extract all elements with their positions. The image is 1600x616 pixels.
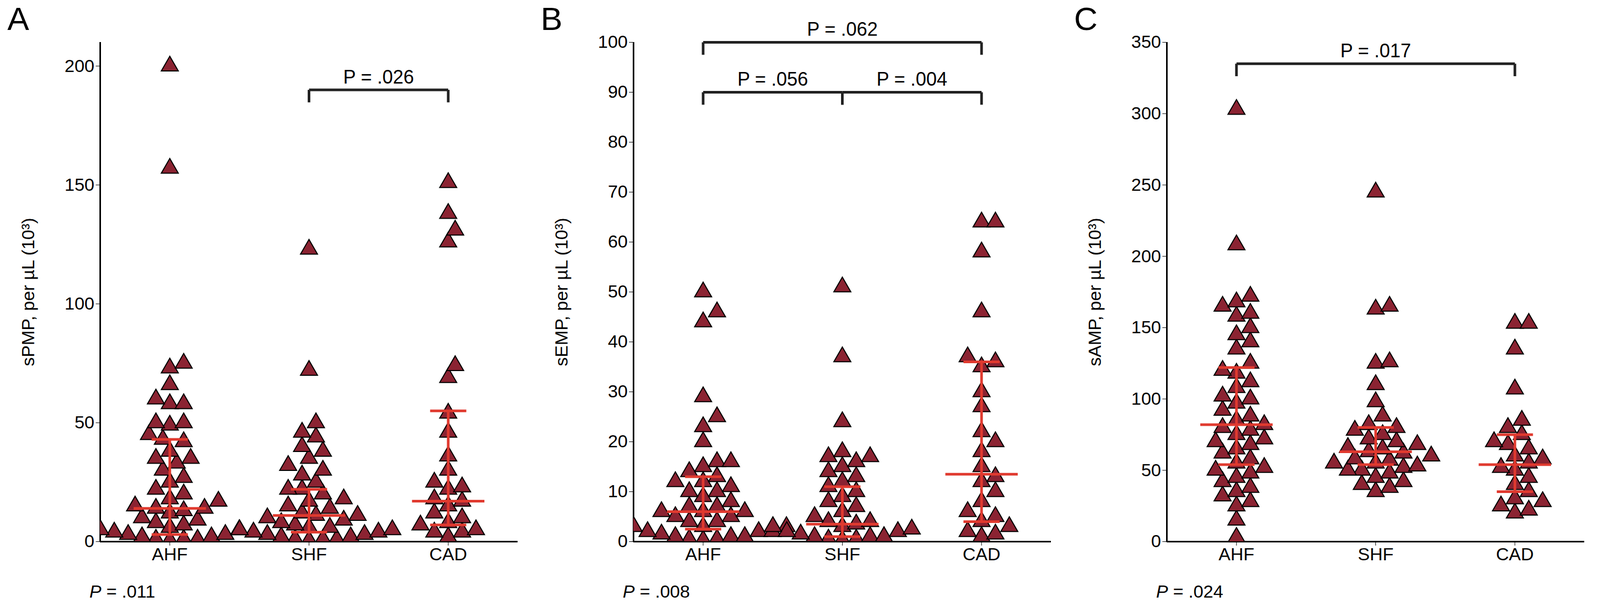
- svg-text:AHF: AHF: [685, 544, 722, 565]
- svg-text:150: 150: [1131, 317, 1162, 338]
- svg-text:80: 80: [608, 131, 629, 152]
- html-text:P = .011: P = .011: [89, 581, 156, 602]
- svg-text:P = .004: P = .004: [876, 68, 948, 90]
- svg-text:sAMP, per µL (10³): sAMP, per µL (10³): [1084, 217, 1105, 367]
- svg-text:SHF: SHF: [291, 544, 328, 565]
- svg-text:sPMP, per µL (10³): sPMP, per µL (10³): [17, 217, 38, 367]
- svg-text:90: 90: [608, 81, 629, 102]
- svg-text:40: 40: [608, 331, 629, 352]
- svg-text:50: 50: [74, 412, 95, 433]
- html-text:A: A: [7, 0, 30, 37]
- svg-text:P = .062: P = .062: [806, 18, 878, 40]
- svg-text:250: 250: [1131, 174, 1162, 195]
- svg-text:30: 30: [608, 381, 629, 402]
- html-text:C: C: [1074, 0, 1098, 37]
- svg-text:20: 20: [608, 431, 629, 452]
- html-text:P = .024: P = .024: [1156, 581, 1224, 602]
- svg-text:150: 150: [64, 174, 95, 195]
- svg-text:SHF: SHF: [824, 544, 861, 565]
- svg-text:200: 200: [1131, 246, 1162, 267]
- svg-text:0: 0: [84, 531, 95, 552]
- svg-text:CAD: CAD: [962, 544, 1001, 565]
- svg-text:50: 50: [1141, 460, 1162, 481]
- svg-text:200: 200: [64, 55, 95, 76]
- svg-text:SHF: SHF: [1358, 544, 1394, 565]
- svg-text:100: 100: [64, 293, 95, 314]
- svg-text:0: 0: [618, 531, 629, 552]
- svg-text:300: 300: [1131, 103, 1162, 124]
- svg-text:AHF: AHF: [152, 544, 188, 565]
- svg-text:P = .026: P = .026: [343, 65, 414, 88]
- svg-text:70: 70: [608, 181, 629, 202]
- svg-text:AHF: AHF: [1218, 544, 1255, 565]
- html-text:P = .008: P = .008: [622, 581, 690, 602]
- svg-text:CAD: CAD: [429, 544, 468, 565]
- svg-text:100: 100: [598, 31, 629, 52]
- svg-text:60: 60: [608, 231, 629, 252]
- html-text:B: B: [540, 0, 563, 37]
- svg-text:50: 50: [608, 281, 629, 302]
- svg-text:0: 0: [1151, 531, 1162, 552]
- svg-text:sEMP, per µL (10³): sEMP, per µL (10³): [551, 217, 572, 367]
- svg-text:350: 350: [1131, 31, 1162, 52]
- svg-text:P = .056: P = .056: [737, 68, 808, 90]
- svg-text:P = .017: P = .017: [1340, 39, 1411, 62]
- svg-text:CAD: CAD: [1495, 544, 1534, 565]
- svg-text:10: 10: [608, 481, 629, 502]
- svg-text:100: 100: [1131, 388, 1162, 409]
